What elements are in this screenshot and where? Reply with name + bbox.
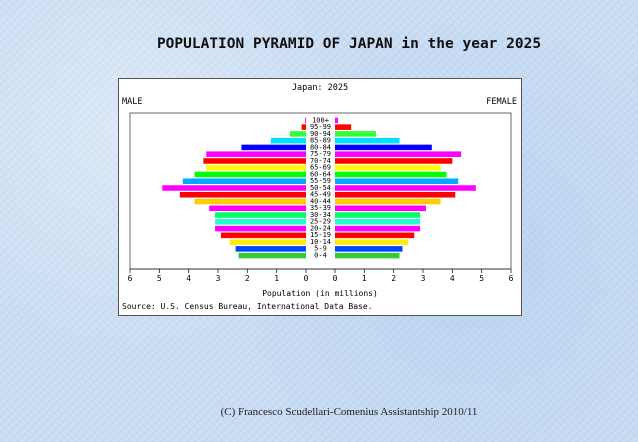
male-bar-100+ — [305, 117, 306, 124]
x-tick-label: 3 — [421, 274, 426, 283]
male-bar-15-19 — [220, 232, 306, 239]
age-group-label: 60-64 — [310, 170, 331, 178]
age-group-label: 35-39 — [310, 204, 331, 212]
female-bar-10-14 — [335, 239, 409, 245]
female-bar-25-29 — [335, 219, 421, 225]
male-bar-30-34 — [215, 212, 306, 218]
female-bar-40-44 — [335, 198, 441, 205]
male-bar-75-79 — [206, 151, 306, 157]
x-tick-layer: 6 5 4 3 2 1 0 0 1 2 3 4 5 6 — [128, 269, 514, 283]
age-group-label: 50-54 — [310, 184, 331, 192]
female-bar-50-54 — [335, 185, 476, 191]
age-group-label: 40-44 — [310, 197, 331, 205]
age-group-label: 75-79 — [310, 150, 331, 158]
x-tick-label: 5 — [157, 274, 162, 283]
population-pyramid-chart: Japan: 2025 MALE FEMALE 0-4 5-9 10-14 15-19… — [118, 78, 522, 316]
female-bar-20-24 — [335, 225, 421, 232]
male-label: MALE — [122, 97, 142, 107]
age-group-label: 45-49 — [310, 191, 331, 199]
age-group-label: 90-94 — [310, 130, 331, 138]
male-bar-0-4 — [238, 252, 306, 259]
slide-footer: (C) Francesco Scudellari-Comenius Assist… — [220, 406, 478, 418]
x-tick-label: 1 — [274, 274, 279, 283]
male-bar-25-29 — [215, 219, 306, 225]
x-tick-label: 4 — [450, 274, 455, 283]
age-group-label: 55-59 — [310, 177, 331, 185]
age-group-label: 30-34 — [310, 211, 331, 219]
female-bar-85-89 — [335, 137, 400, 144]
male-bar-10-14 — [229, 239, 306, 245]
age-group-label: 85-89 — [310, 137, 331, 145]
age-group-label: 10-14 — [310, 238, 331, 246]
age-group-label: 100+ — [312, 116, 329, 124]
x-tick-label: 0 — [333, 274, 338, 283]
female-bar-30-34 — [335, 212, 421, 218]
age-group-label: 5-9 — [314, 245, 327, 253]
female-bar-5-9 — [335, 246, 403, 252]
female-bar-80-84 — [335, 144, 432, 151]
male-bar-60-64 — [194, 171, 306, 178]
female-bar-55-59 — [335, 178, 459, 185]
male-bar-5-9 — [235, 246, 306, 252]
male-bar-80-84 — [241, 144, 306, 151]
female-bar-70-74 — [335, 158, 453, 164]
male-bar-45-49 — [179, 191, 306, 198]
x-tick-label: 3 — [216, 274, 221, 283]
female-bar-95-99 — [335, 124, 352, 130]
male-bar-90-94 — [289, 131, 306, 137]
male-bar-40-44 — [194, 198, 306, 205]
chart-canvas: Japan: 2025 MALE FEMALE 0-45-910-1415-19… — [122, 83, 517, 311]
male-bar-95-99 — [301, 124, 306, 130]
female-bar-15-19 — [335, 232, 415, 239]
male-bar-50-54 — [162, 185, 306, 191]
age-group-label: 70-74 — [310, 157, 331, 165]
age-label-layer: 0-45-910-1415-1920-2425-2930-3435-3940-4… — [310, 116, 331, 259]
x-tick-label: 6 — [128, 274, 133, 283]
age-group-label: 0-4 — [314, 252, 327, 260]
x-tick-label: 2 — [391, 274, 396, 283]
male-bar-85-89 — [270, 137, 306, 144]
age-group-label: 20-24 — [310, 224, 331, 232]
x-tick-label: 0 — [304, 274, 309, 283]
female-bar-35-39 — [335, 205, 426, 212]
male-bar-70-74 — [203, 158, 306, 164]
age-group-label: 65-69 — [310, 164, 331, 172]
female-bar-45-49 — [335, 191, 456, 198]
female-bar-0-4 — [335, 252, 400, 259]
male-bar-65-69 — [206, 164, 306, 171]
x-tick-label: 1 — [362, 274, 367, 283]
slide-title: POPULATION PYRAMID OF JAPAN in the year … — [156, 36, 542, 52]
age-group-label: 80-84 — [310, 143, 331, 151]
female-label: FEMALE — [486, 97, 517, 107]
x-axis-label: Population (in millions) — [262, 289, 378, 298]
female-bar-75-79 — [335, 151, 462, 157]
chart-title: Japan: 2025 — [292, 83, 348, 93]
female-bar-65-69 — [335, 164, 441, 171]
source-note: Source: U.S. Census Bureau, Internationa… — [122, 302, 372, 311]
male-bar-55-59 — [182, 178, 306, 185]
x-tick-label: 2 — [245, 274, 250, 283]
age-group-label: 15-19 — [310, 231, 331, 239]
age-group-label: 95-99 — [310, 123, 331, 131]
x-tick-label: 6 — [509, 274, 514, 283]
male-bar-35-39 — [209, 205, 306, 212]
male-bar-20-24 — [215, 225, 306, 232]
female-bar-60-64 — [335, 171, 447, 178]
x-tick-label: 4 — [186, 274, 191, 283]
bars-layer — [162, 117, 476, 259]
age-group-label: 25-29 — [310, 218, 331, 226]
x-tick-label: 5 — [479, 274, 484, 283]
female-bar-100+ — [335, 117, 338, 124]
female-bar-90-94 — [335, 131, 377, 137]
